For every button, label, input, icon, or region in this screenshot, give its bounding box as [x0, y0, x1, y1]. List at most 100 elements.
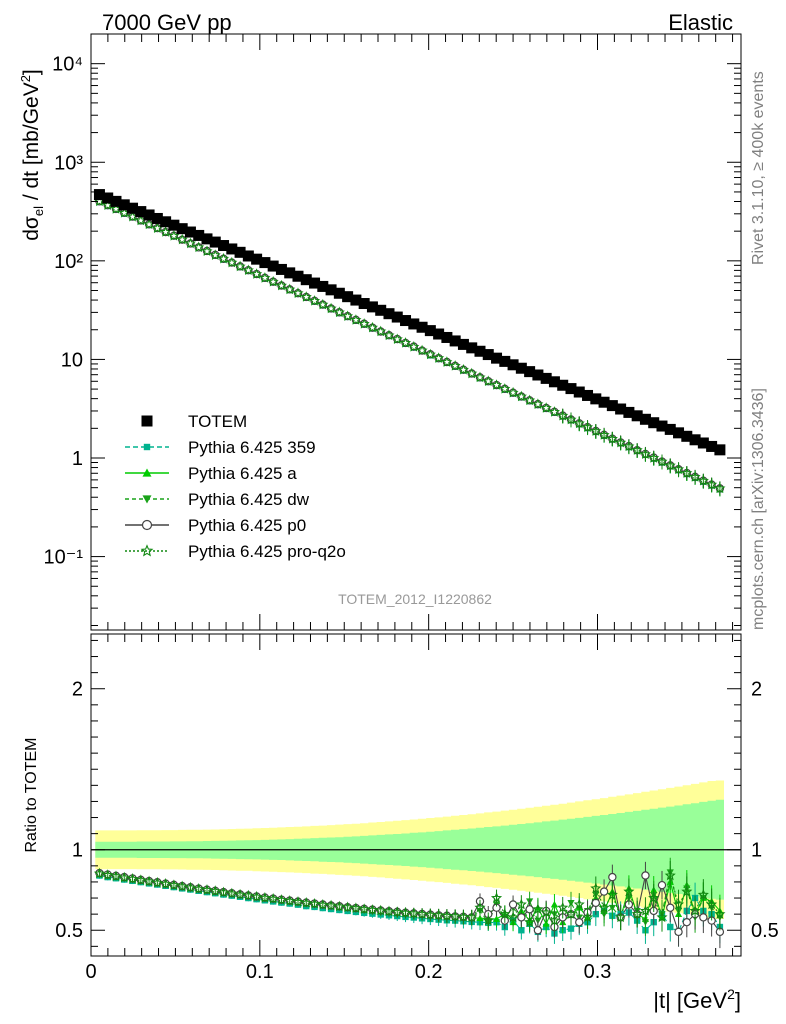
legend-label-totem: TOTEM [188, 412, 247, 431]
y-tick-label: 10⁴ [52, 54, 83, 76]
data-point-totem [325, 284, 337, 296]
data-point-proq2o [557, 409, 569, 421]
ratio-point-proq2o [102, 869, 114, 880]
data-point-proq2o [656, 455, 668, 467]
legend-marker-a [142, 468, 152, 477]
data-point-totem [317, 280, 329, 292]
ratio-axes: 0.5 0.5 1 1 2 2 0 0.1 0.2 0.3 [55, 634, 779, 983]
y-tick-label: 10⁻¹ [44, 547, 84, 569]
ratio-point-proq2o [366, 904, 378, 915]
data-point-totem [118, 199, 130, 211]
ratio-point-proq2o [284, 895, 296, 906]
ratio-point-proq2o [466, 911, 478, 923]
data-point-totem [648, 417, 660, 429]
data-point-totem [358, 298, 370, 310]
ratio-point-p0 [517, 913, 526, 922]
data-point-totem [350, 294, 362, 306]
data-point-proq2o [267, 275, 279, 287]
data-point-proq2o [275, 279, 287, 291]
data-point-proq2o [689, 471, 701, 482]
data-point-proq2o [598, 429, 610, 440]
data-point-proq2o [317, 298, 329, 310]
data-point-proq2o [234, 260, 246, 272]
data-point-totem [507, 359, 519, 371]
data-point-proq2o [292, 287, 304, 298]
data-point-proq2o [300, 291, 312, 302]
ratio-point-proq2o [706, 898, 718, 910]
ratio-point-p0 [525, 905, 534, 914]
data-point-proq2o [639, 448, 651, 460]
ratio-point-p0 [682, 917, 692, 927]
ratio-point-proq2o [490, 892, 503, 903]
ratio-point-p359 [567, 925, 575, 932]
data-point-totem [623, 406, 635, 418]
ratio-point-p0 [657, 880, 667, 890]
data-point-proq2o [383, 329, 395, 341]
data-point-totem [673, 427, 685, 439]
data-point-totem [582, 389, 594, 401]
ratio-y-tick-label-right: 0.5 [751, 920, 779, 942]
ratio-point-proq2o [524, 916, 536, 927]
data-point-proq2o [391, 333, 403, 345]
data-point-totem [135, 206, 147, 218]
ratio-point-proq2o [251, 890, 263, 902]
data-point-totem [201, 233, 213, 245]
ratio-point-proq2o [507, 911, 519, 923]
data-point-totem [631, 410, 643, 422]
ratio-point-p0 [508, 900, 518, 909]
data-point-proq2o [350, 314, 362, 325]
data-point-proq2o [507, 386, 519, 398]
data-point-proq2o [226, 256, 238, 268]
ratio-y-tick-label: 1 [72, 840, 83, 862]
data-point-totem [391, 311, 403, 323]
ratio-point-proq2o [399, 907, 412, 918]
data-point-totem [251, 253, 263, 265]
data-point-proq2o [714, 482, 726, 494]
ratio-point-proq2o [358, 903, 370, 914]
ratio-point-p0 [641, 871, 650, 880]
data-point-totem [532, 369, 544, 381]
ratio-point-proq2o [242, 889, 254, 901]
ratio-point-proq2o [548, 914, 560, 926]
data-point-totem [664, 423, 676, 435]
legend-marker-p0 [141, 519, 153, 531]
data-point-proq2o [648, 452, 660, 463]
data-point-proq2o [217, 252, 230, 264]
ratio-point-proq2o [433, 909, 445, 920]
ratio-y-tick-label: 0.5 [55, 920, 83, 942]
ratio-point-a [492, 915, 501, 922]
ratio-point-proq2o [540, 906, 552, 918]
ratio-point-proq2o [664, 869, 676, 881]
data-point-proq2o [631, 444, 643, 455]
y-tick-label: 10 [61, 349, 83, 371]
ratio-point-proq2o [308, 898, 321, 909]
data-point-totem [590, 393, 602, 405]
data-point-totem [193, 229, 205, 241]
data-point-totem [491, 352, 503, 364]
data-point-proq2o [482, 375, 494, 387]
data-point-proq2o [573, 417, 585, 429]
ratio-point-proq2o [317, 898, 329, 910]
data-point-proq2o [308, 295, 321, 306]
data-point-totem [681, 430, 693, 442]
ratio-y-tick-label: 2 [72, 679, 83, 701]
ratio-point-proq2o [292, 896, 304, 907]
data-point-totem [218, 240, 230, 252]
ratio-point-proq2o [416, 908, 428, 919]
data-point-proq2o [325, 302, 337, 314]
ratio-point-proq2o [118, 871, 130, 883]
data-point-totem [697, 437, 709, 449]
data-point-proq2o [449, 360, 461, 371]
data-point-proq2o [540, 402, 552, 413]
mcplots-label: mcplots.cern.ch [arXiv:1306.3436] [750, 388, 767, 630]
ratio-point-proq2o [201, 884, 213, 895]
ratio-point-proq2o [441, 910, 453, 921]
legend-label-a: Pythia 6.425 a [188, 464, 297, 483]
data-point-proq2o [193, 241, 205, 253]
ratio-point-proq2o [391, 906, 403, 917]
data-point-proq2o [515, 390, 527, 402]
ratio-point-proq2o [631, 908, 643, 919]
data-point-totem [639, 413, 651, 425]
data-point-totem [309, 277, 321, 289]
data-point-totem [259, 257, 271, 269]
